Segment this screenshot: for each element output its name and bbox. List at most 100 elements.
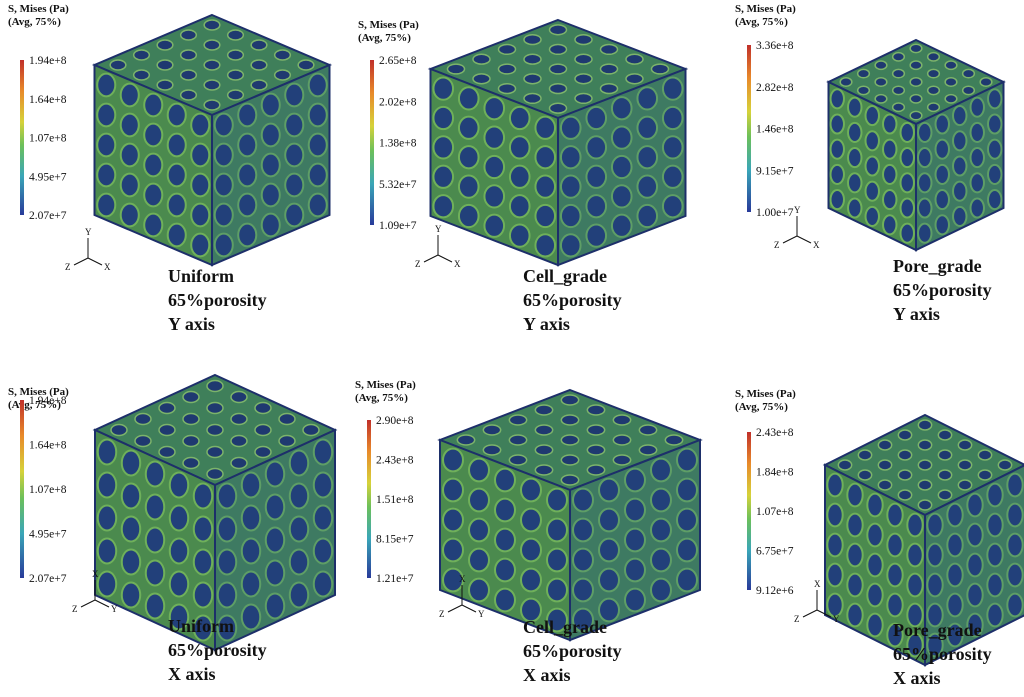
pore <box>561 475 578 485</box>
pore <box>251 40 267 50</box>
caption: Cell_grade <box>523 266 607 286</box>
pore <box>207 447 223 458</box>
pore <box>827 564 842 587</box>
pore <box>848 123 861 142</box>
pore <box>575 54 592 64</box>
pore <box>971 173 984 192</box>
pore <box>242 506 260 531</box>
pore <box>967 554 982 577</box>
pore <box>251 60 267 70</box>
pore <box>469 519 489 542</box>
pore <box>535 405 552 415</box>
pore <box>677 569 697 592</box>
pore <box>866 207 879 226</box>
pore <box>231 392 247 403</box>
pore <box>625 589 645 612</box>
legend-label: 1.64e+8 <box>29 94 67 106</box>
pore <box>612 126 632 148</box>
pore <box>599 569 619 592</box>
pore <box>918 224 931 243</box>
pore <box>938 450 951 460</box>
pore <box>266 528 284 553</box>
pore <box>183 392 199 403</box>
pore <box>971 148 984 167</box>
pore <box>831 190 844 209</box>
pore <box>121 174 139 197</box>
pore <box>204 80 220 90</box>
pore <box>183 414 199 425</box>
legend-title: (Avg, 75%) <box>735 16 788 28</box>
pore <box>521 569 541 592</box>
pore <box>495 469 515 492</box>
pore <box>262 214 280 237</box>
pore <box>290 517 308 542</box>
pore <box>266 462 284 487</box>
pore <box>484 126 504 148</box>
pore <box>561 175 581 197</box>
pore <box>612 215 632 237</box>
pore <box>561 455 578 465</box>
pore <box>651 459 671 482</box>
triad-label: Y <box>833 614 840 624</box>
pore <box>285 174 303 197</box>
pore <box>509 415 526 425</box>
pore <box>1007 504 1022 527</box>
legend-label: 2.07e+7 <box>29 573 67 585</box>
panel: S, Mises (Pa)(Avg, 75%)1.94e+81.64e+81.0… <box>8 375 335 684</box>
pore <box>495 529 515 552</box>
pore <box>262 124 280 147</box>
pore <box>218 517 236 542</box>
pore <box>285 204 303 227</box>
pore <box>170 539 188 564</box>
pore <box>858 450 871 460</box>
triad-axis <box>803 610 817 617</box>
pore <box>575 94 592 104</box>
triad-label: Y <box>111 604 118 614</box>
pore <box>433 195 453 217</box>
pore <box>599 539 619 562</box>
pore <box>867 584 882 607</box>
caption: X axis <box>168 664 216 684</box>
pore <box>285 114 303 137</box>
pore <box>918 148 931 167</box>
pore <box>218 484 236 509</box>
pore <box>469 489 489 512</box>
triad-label: Z <box>415 259 421 269</box>
pore <box>547 549 567 572</box>
color-bar <box>20 60 24 215</box>
pore <box>910 61 922 69</box>
pore <box>907 544 922 567</box>
pore <box>238 224 256 247</box>
legend-title: S, Mises (Pa) <box>355 379 416 391</box>
pore <box>157 80 173 90</box>
pore <box>967 494 982 517</box>
pore <box>228 70 244 80</box>
pore <box>953 182 966 201</box>
pore <box>847 544 862 567</box>
pore <box>947 564 962 587</box>
pore <box>146 528 164 553</box>
pore <box>971 123 984 142</box>
pore <box>887 564 902 587</box>
pore <box>215 114 233 137</box>
pore <box>510 195 530 217</box>
pore <box>883 140 896 159</box>
pore <box>122 451 140 476</box>
pore <box>875 61 887 69</box>
pore <box>875 78 887 86</box>
pore <box>967 524 982 547</box>
pore <box>473 74 490 84</box>
pore <box>918 420 931 430</box>
legend-label: 2.65e+8 <box>379 55 417 67</box>
pore <box>242 605 260 630</box>
pore <box>309 104 327 127</box>
caption: X axis <box>893 668 941 688</box>
pore <box>901 123 914 142</box>
pore <box>228 50 244 60</box>
pore <box>848 148 861 167</box>
pore <box>215 234 233 257</box>
pore <box>639 445 656 455</box>
pore <box>495 559 515 582</box>
pore <box>122 550 140 575</box>
pore <box>663 166 683 188</box>
